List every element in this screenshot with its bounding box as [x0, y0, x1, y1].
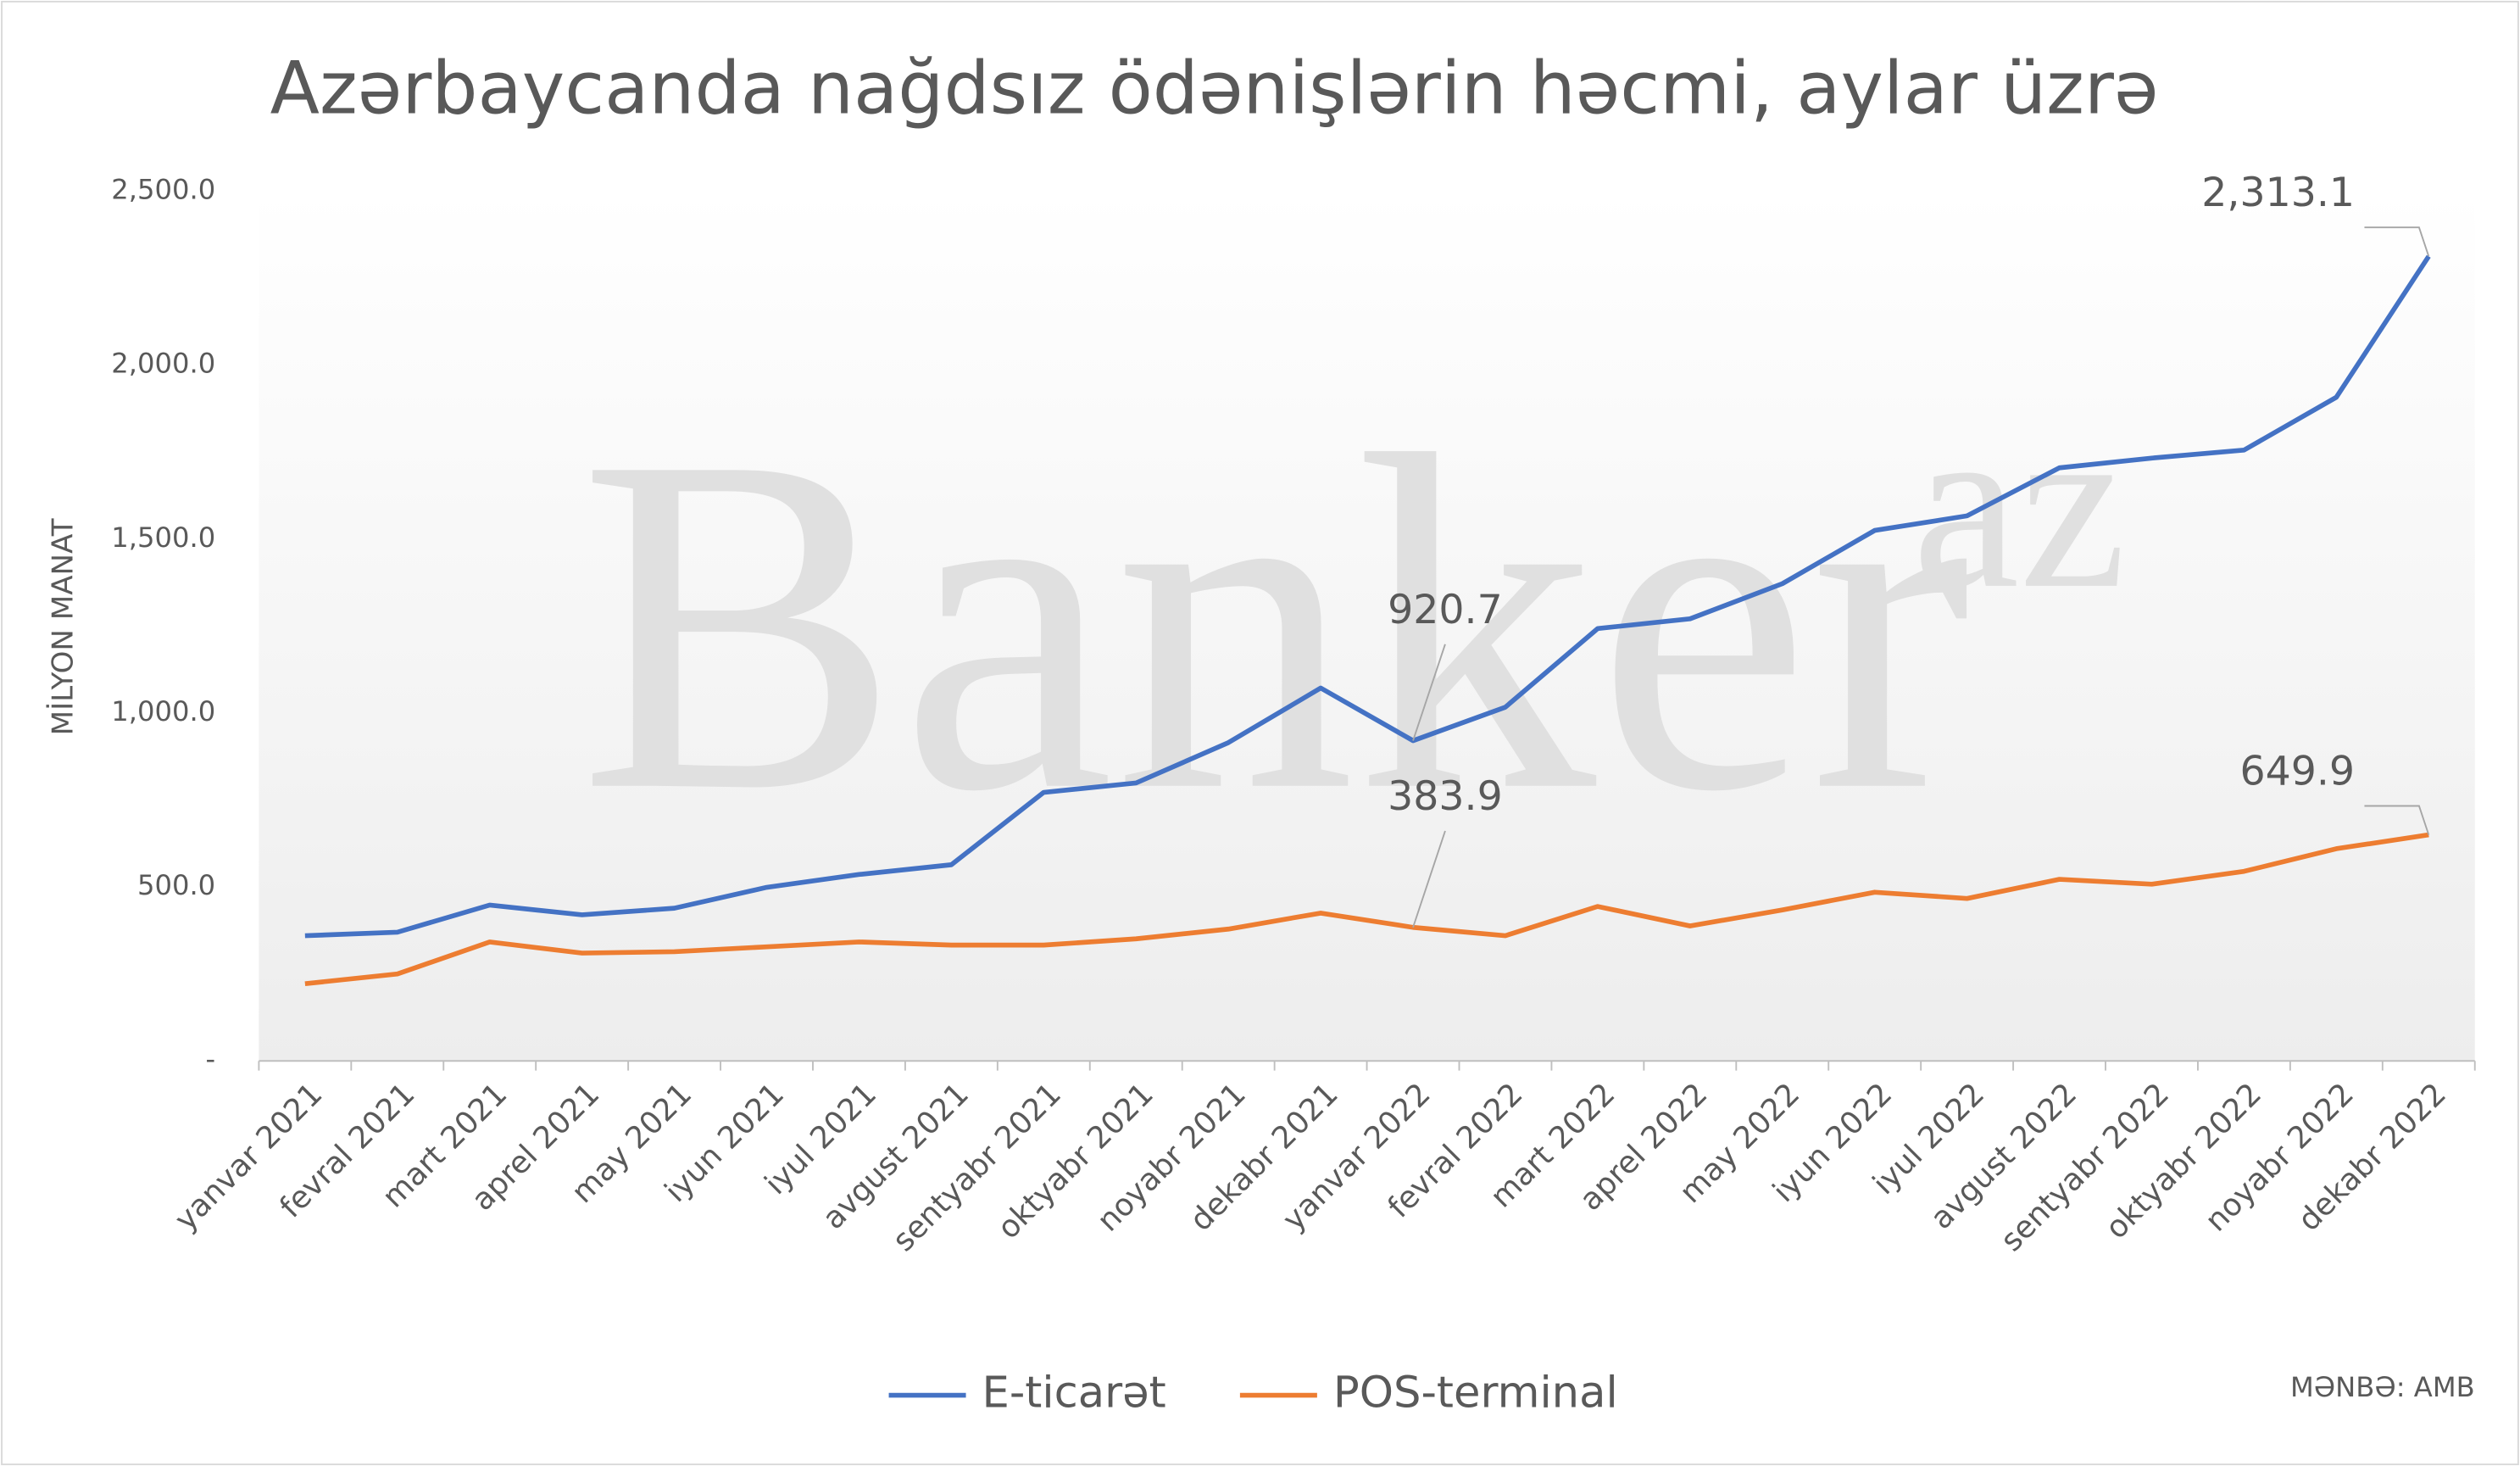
leader-line: [1412, 830, 1446, 928]
data-label: 2,313.1: [2201, 170, 2355, 216]
watermark: Banker: [579, 357, 1971, 891]
watermark: az: [1912, 371, 2126, 638]
y-tick-label: 2,500.0: [111, 174, 215, 206]
y-tick-label: 1,000.0: [111, 695, 215, 727]
legend-label: POS-terminal: [1333, 1368, 1618, 1419]
leader-line: [2364, 226, 2430, 257]
legend-label: E-ticarət: [982, 1368, 1166, 1419]
series-line: [304, 254, 2431, 939]
plot-area: [259, 191, 2475, 1062]
y-axis-label: MİLYON MANAT: [47, 518, 81, 735]
series-line: [304, 832, 2429, 987]
data-label: 920.7: [1388, 587, 1503, 633]
y-tick-label: -: [206, 1043, 216, 1075]
y-tick-label: 1,500.0: [111, 521, 215, 554]
data-label: 649.9: [2239, 749, 2355, 795]
data-label: 383.9: [1388, 773, 1503, 820]
leader-line: [1412, 644, 1446, 741]
chart-title: Azərbaycanda nağdsız ödənişlərin həcmi, …: [270, 47, 2159, 131]
source-note: MƏNBƏ: AMB: [2290, 1371, 2475, 1403]
y-tick-label: 2,000.0: [111, 348, 215, 380]
leader-line: [2364, 805, 2430, 835]
y-tick-label: 500.0: [137, 869, 215, 901]
